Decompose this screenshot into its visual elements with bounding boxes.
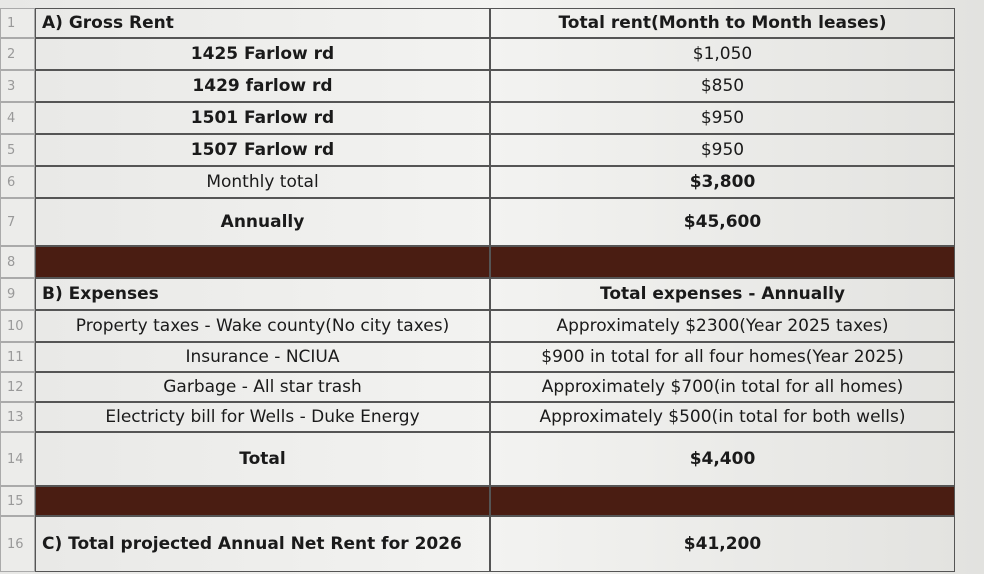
cell-a: C) Total projected Annual Net Rent for 2… — [35, 516, 490, 572]
row-number: 4 — [0, 102, 35, 134]
cell-a: A) Gross Rent — [35, 8, 490, 38]
cell-b: $45,600 — [490, 198, 955, 246]
cell-a: 1429 farlow rd — [35, 70, 490, 102]
row-number: 13 — [0, 402, 35, 432]
row-number: 10 — [0, 310, 35, 342]
row-number: 7 — [0, 198, 35, 246]
cell-b: Approximately $2300(Year 2025 taxes) — [490, 310, 955, 342]
cell-a — [35, 246, 490, 278]
cell-a: Monthly total — [35, 166, 490, 198]
cell-b: $3,800 — [490, 166, 955, 198]
cell-b: $850 — [490, 70, 955, 102]
cell-a: Total — [35, 432, 490, 486]
row-number: 11 — [0, 342, 35, 372]
cell-a: Garbage - All star trash — [35, 372, 490, 402]
cell-b — [490, 246, 955, 278]
row-number: 9 — [0, 278, 35, 310]
row-number: 3 — [0, 70, 35, 102]
row-number: 8 — [0, 246, 35, 278]
row-number: 16 — [0, 516, 35, 572]
cell-b: $1,050 — [490, 38, 955, 70]
cell-a: Property taxes - Wake county(No city tax… — [35, 310, 490, 342]
row-number: 1 — [0, 8, 35, 38]
cell-b: Approximately $700(in total for all home… — [490, 372, 955, 402]
row-number: 15 — [0, 486, 35, 516]
cell-b: Total expenses - Annually — [490, 278, 955, 310]
cell-a: Insurance - NCIUA — [35, 342, 490, 372]
row-number: 12 — [0, 372, 35, 402]
cell-b: $4,400 — [490, 432, 955, 486]
cell-a: B) Expenses — [35, 278, 490, 310]
cell-b: $950 — [490, 134, 955, 166]
row-number: 2 — [0, 38, 35, 70]
row-number: 14 — [0, 432, 35, 486]
row-number: 6 — [0, 166, 35, 198]
cell-a — [35, 486, 490, 516]
cell-a: 1507 Farlow rd — [35, 134, 490, 166]
cell-a: Annually — [35, 198, 490, 246]
cell-b: Total rent(Month to Month leases) — [490, 8, 955, 38]
cell-b: $900 in total for all four homes(Year 20… — [490, 342, 955, 372]
cell-a: 1425 Farlow rd — [35, 38, 490, 70]
cell-b: $950 — [490, 102, 955, 134]
cell-b: $41,200 — [490, 516, 955, 572]
row-number: 5 — [0, 134, 35, 166]
cell-b — [490, 486, 955, 516]
cell-a: 1501 Farlow rd — [35, 102, 490, 134]
cell-a: Electricty bill for Wells - Duke Energy — [35, 402, 490, 432]
cell-b: Approximately $500(in total for both wel… — [490, 402, 955, 432]
